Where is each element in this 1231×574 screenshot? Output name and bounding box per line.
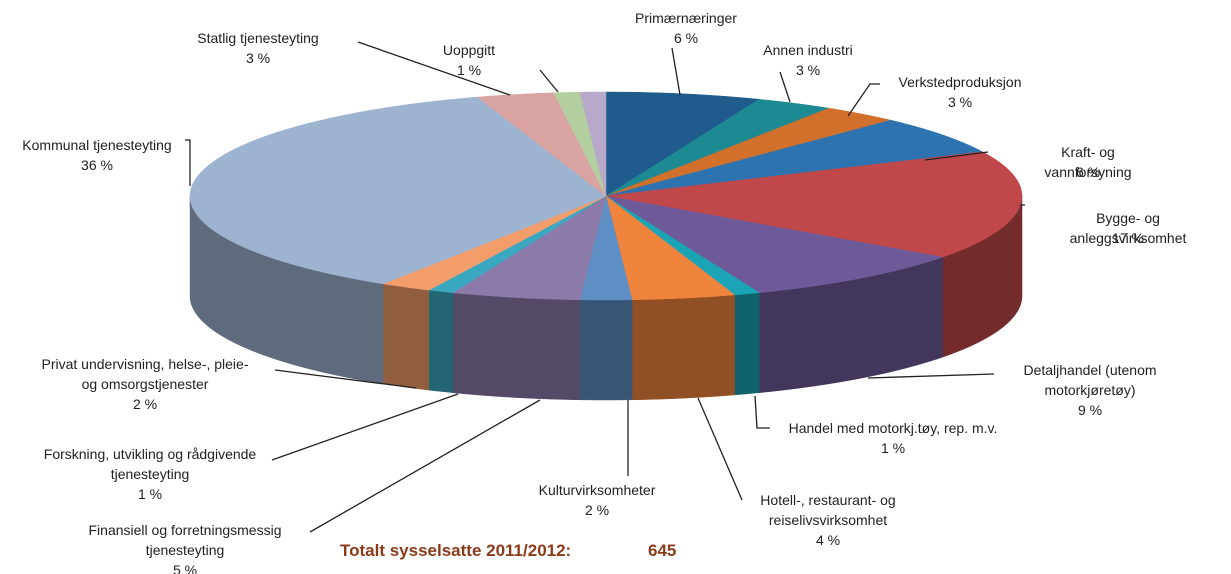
- slice-label: Detaljhandel (utenom motorkjøretøy): [1023, 362, 1157, 398]
- slice-value-label: 5 %: [172, 562, 198, 574]
- slice: [605, 99, 830, 197]
- slice-side: [579, 299, 633, 401]
- slice-label: Forskning, utvikling og rådgivende tjene…: [43, 446, 257, 482]
- leader-line: [697, 397, 743, 501]
- slice-label: Handel med motorkj.tøy, rep. m.v.: [788, 420, 998, 436]
- slice-label: Finansiell og forretningsmessig tjeneste…: [88, 522, 282, 558]
- slice-label: Annen industri: [763, 42, 853, 58]
- slice-label: Hotell-, restaurant- og reiselivsvirksom…: [760, 492, 896, 528]
- slice-value-label: 3 %: [245, 50, 271, 66]
- slice-label: Kulturvirksomheter: [538, 482, 656, 498]
- slice-value-label: 9 %: [1077, 402, 1103, 418]
- slice: [476, 92, 607, 197]
- slice-label: Kommunal tjenesteyting: [22, 137, 172, 153]
- slice-label: Primærnæringer: [635, 10, 737, 26]
- slice-value-label: 1 %: [137, 486, 163, 502]
- slice: [189, 96, 607, 285]
- slice-label: Bygge- og anleggsvirksomhet: [1069, 210, 1187, 246]
- slice-side: [734, 292, 760, 396]
- slice: [579, 195, 633, 301]
- slice-value-label: 6 %: [673, 30, 699, 46]
- slice: [605, 91, 760, 197]
- slice-value-label: 3 %: [795, 62, 821, 78]
- slice: [452, 195, 607, 301]
- slice-label: Verkstedproduksjon: [898, 74, 1022, 90]
- slice: [605, 195, 736, 301]
- leader-line: [309, 399, 541, 533]
- slice-label: Statlig tjenesteyting: [197, 30, 319, 46]
- leader-line: [357, 41, 511, 96]
- slice-side: [631, 294, 735, 401]
- slice-label: Privat undervisning, helse-, pleie- og o…: [41, 356, 249, 392]
- leader-line: [271, 393, 459, 461]
- leader-line: [924, 151, 989, 161]
- slice-value-label: 36 %: [81, 157, 113, 173]
- leader-line: [671, 47, 681, 96]
- slice: [605, 151, 1023, 258]
- leader-line: [779, 71, 791, 103]
- slice-value-label: 3 %: [947, 94, 973, 110]
- slice: [605, 107, 891, 197]
- slice-side: [382, 283, 430, 391]
- leader-line: [847, 83, 880, 117]
- slice-value-label: 1 %: [456, 62, 482, 78]
- slice-value-label: 17 %: [1112, 230, 1144, 246]
- slice: [382, 195, 607, 291]
- total-label: Totalt sysselsatte 2011/2012:: [340, 541, 572, 560]
- leader-line: [185, 139, 191, 186]
- slice: [605, 119, 984, 197]
- slice-value-label: 6 %: [1075, 164, 1101, 180]
- leader-line: [539, 69, 559, 93]
- slice-value-label: 1 %: [880, 440, 906, 456]
- slice-value-label: 4 %: [815, 532, 841, 548]
- slice-side: [452, 292, 581, 401]
- slice: [605, 195, 943, 293]
- slice-value-label: 2 %: [132, 396, 158, 412]
- slice-value-label: 2 %: [584, 502, 610, 518]
- leader-line: [754, 395, 770, 429]
- slice-label: Uoppgitt: [442, 42, 496, 58]
- slice: [579, 91, 607, 197]
- leader-line: [867, 373, 995, 379]
- slice-label: Kraft- og vannforsyning: [1044, 144, 1132, 180]
- slice-side: [428, 289, 454, 393]
- leader-line: [274, 369, 417, 389]
- total-value: 645: [648, 541, 677, 560]
